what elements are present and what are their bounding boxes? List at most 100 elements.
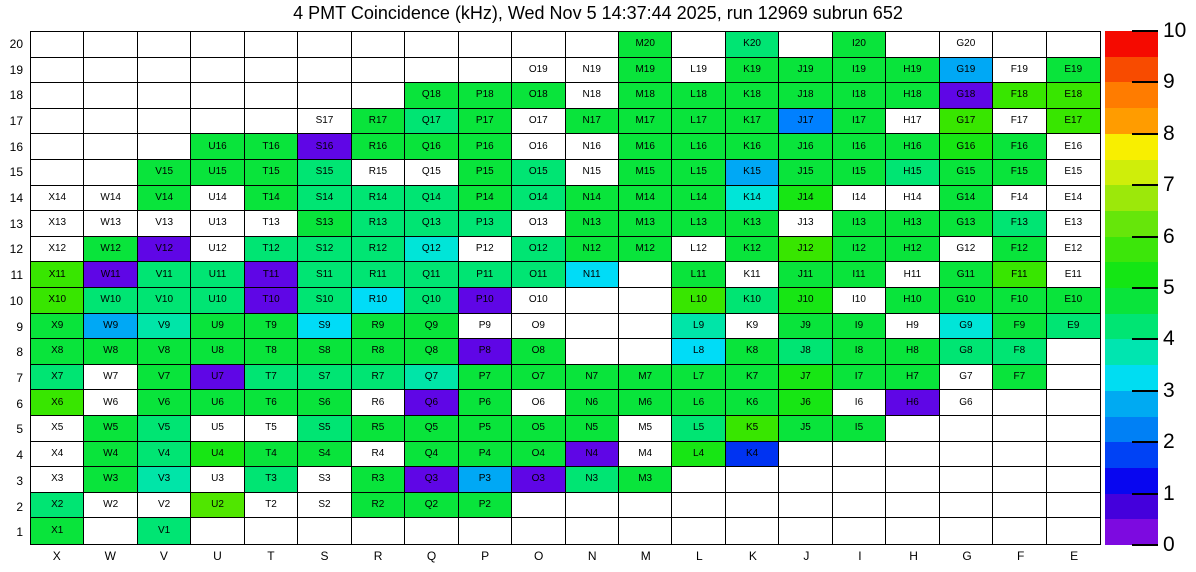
cell-E10: E10 [1046,288,1100,314]
cell-empty [84,160,138,186]
cell-empty [458,518,513,544]
cell-empty [672,492,726,519]
colorbar-band [1105,442,1158,468]
cell-H6: H6 [886,390,940,416]
cell-K12: K12 [725,236,780,263]
cell-W10: W10 [84,288,138,314]
cell-F16: F16 [993,134,1047,160]
cell-T11: T11 [244,262,299,288]
col-label-J: J [803,549,810,563]
cell-E16: E16 [1046,134,1100,160]
cell-empty [672,518,726,544]
cell-O19: O19 [512,57,566,84]
colorbar-band [1105,210,1158,237]
cell-Q5: Q5 [405,416,459,442]
cell-U8: U8 [191,339,245,365]
cell-E9: E9 [1046,313,1100,340]
cell-W7: W7 [84,364,138,391]
cell-X3: X3 [31,467,85,493]
cell-empty [618,262,673,288]
cell-X8: X8 [31,339,85,365]
colorbar-tick-label-1: 1 [1163,481,1175,505]
cell-U3: U3 [191,467,245,493]
cell-R15: R15 [351,160,406,186]
cell-G19: G19 [939,57,994,84]
cell-S4: S4 [298,441,352,468]
row-label-18: 18 [9,88,23,103]
cell-Q14: Q14 [405,185,459,212]
cell-N15: N15 [565,160,619,186]
cell-M18: M18 [618,83,673,109]
cell-empty [244,518,299,544]
cell-Q4: Q4 [405,441,459,468]
cell-empty [993,441,1047,468]
cell-T7: T7 [244,364,299,391]
cell-U9: U9 [191,313,245,340]
cell-H10: H10 [886,288,940,314]
cell-O4: O4 [512,441,566,468]
cell-O11: O11 [512,262,566,288]
cell-O6: O6 [512,390,566,416]
cell-I13: I13 [832,211,887,237]
cell-P6: P6 [458,390,513,416]
cell-I20: I20 [832,32,887,58]
cell-empty [191,57,245,84]
colorbar-tick-label-3: 3 [1163,378,1175,402]
cell-F18: F18 [993,83,1047,109]
cell-N5: N5 [565,416,619,442]
cell-X2: X2 [31,492,85,519]
cell-R17: R17 [351,108,406,135]
colorbar-band [1105,365,1158,391]
cell-L5: L5 [672,416,726,442]
cell-K4: K4 [725,441,780,468]
cell-X12: X12 [31,236,85,263]
cell-P15: P15 [458,160,513,186]
cell-empty [458,57,513,84]
cell-J11: J11 [779,262,833,288]
cell-N13: N13 [565,211,619,237]
col-label-T: T [267,549,275,563]
cell-I7: I7 [832,364,887,391]
cell-V7: V7 [137,364,192,391]
cell-empty [618,288,673,314]
cell-O5: O5 [512,416,566,442]
cell-K9: K9 [725,313,780,340]
cell-O7: O7 [512,364,566,391]
cell-L14: L14 [672,185,726,212]
row-label-14: 14 [9,191,23,206]
cell-J19: J19 [779,57,833,84]
cell-J12: J12 [779,236,833,263]
cell-I8: I8 [832,339,887,365]
cell-W8: W8 [84,339,138,365]
cell-L9: L9 [672,313,726,340]
cell-H13: H13 [886,211,940,237]
cell-G11: G11 [939,262,994,288]
cell-empty [351,32,406,58]
col-label-R: R [373,549,383,563]
colorbar-band [1105,262,1158,289]
cell-empty [1046,339,1100,365]
cell-empty [993,467,1047,493]
cell-K7: K7 [725,364,780,391]
cell-O9: O9 [512,313,566,340]
cell-Q11: Q11 [405,262,459,288]
row-label-12: 12 [9,242,23,257]
cell-W3: W3 [84,467,138,493]
cell-empty [137,57,192,84]
cell-T10: T10 [244,288,299,314]
row-label-15: 15 [9,165,23,180]
cell-I5: I5 [832,416,887,442]
cell-I19: I19 [832,57,887,84]
cell-P8: P8 [458,339,513,365]
col-label-K: K [748,549,757,563]
cell-T13: T13 [244,211,299,237]
cell-J5: J5 [779,416,833,442]
cell-J14: J14 [779,185,833,212]
col-label-X: X [52,549,61,563]
cell-F17: F17 [993,108,1047,135]
row-label-3: 3 [16,473,23,488]
colorbar-band [1105,339,1158,366]
cell-N12: N12 [565,236,619,263]
cell-W9: W9 [84,313,138,340]
cell-empty [1046,467,1100,493]
